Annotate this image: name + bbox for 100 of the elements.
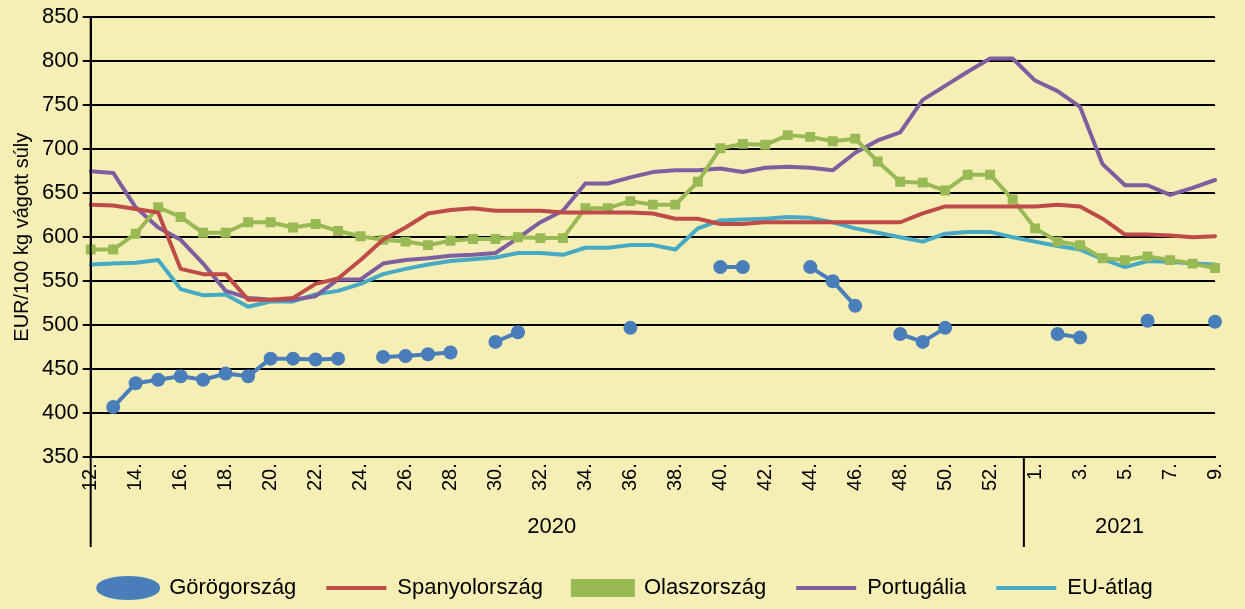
point [1073, 330, 1088, 345]
point [443, 345, 458, 360]
point [128, 376, 143, 391]
point [355, 231, 366, 242]
point [940, 185, 951, 196]
point [1120, 255, 1131, 266]
x-tick-label: 46. [842, 463, 865, 492]
x-tick-label: 44. [797, 463, 820, 492]
point [715, 143, 726, 154]
point [1187, 258, 1198, 269]
legend-label: EU-átlag [1067, 574, 1153, 600]
legend-label: Spanyolország [397, 574, 543, 600]
x-tick-label: 16. [168, 463, 191, 492]
point [557, 233, 568, 244]
x-tick-label: 40. [707, 463, 730, 492]
legend-label: Görögország [169, 574, 297, 600]
x-tick-label: 20. [258, 463, 281, 492]
point [872, 156, 883, 167]
y-axis-title: EUR/100 kg vágott súly [9, 132, 32, 342]
point [1142, 251, 1153, 262]
point [895, 176, 906, 187]
point [263, 351, 278, 366]
x-tick-label: 12. [78, 463, 101, 492]
point [490, 234, 501, 244]
x-tick-label: 36. [617, 463, 640, 492]
point [535, 233, 546, 244]
point [848, 298, 863, 313]
point [1052, 236, 1063, 247]
point [220, 227, 231, 238]
x-tick-label: 3. [1067, 463, 1090, 480]
point [420, 347, 435, 362]
point [713, 260, 728, 275]
point [827, 136, 838, 147]
point [623, 320, 638, 335]
point [218, 366, 233, 381]
point [1050, 327, 1065, 341]
y-tick-label: 350 [41, 443, 79, 469]
y-tick-label: 600 [41, 223, 79, 249]
point [151, 372, 166, 387]
x-tick-label: 34. [572, 463, 595, 492]
point [1165, 255, 1175, 266]
y-tick-label: 550 [41, 267, 79, 293]
point [803, 260, 818, 275]
point [893, 327, 908, 341]
point [692, 176, 703, 187]
point [376, 349, 391, 364]
point [647, 199, 658, 210]
x-tick-label: 14. [123, 463, 146, 492]
point [825, 274, 840, 289]
y-tick-label: 650 [41, 179, 79, 205]
point [310, 219, 321, 229]
point [286, 351, 301, 366]
x-tick-label: 52. [977, 463, 1000, 492]
text: 2020 [527, 513, 577, 539]
point [1007, 194, 1018, 205]
point [760, 139, 771, 150]
x-tick-label: 48. [887, 463, 910, 492]
point [782, 130, 793, 141]
point [243, 217, 254, 228]
x-tick-label: 18. [213, 463, 236, 492]
x-tick-label: 22. [303, 463, 326, 492]
point [130, 228, 141, 239]
point [400, 236, 411, 247]
point [333, 226, 343, 236]
text: 2021 [1094, 513, 1144, 539]
point [398, 349, 413, 363]
point [241, 369, 256, 384]
point [175, 212, 186, 222]
legend-label: Portugália [867, 574, 967, 600]
x-tick-label: 50. [932, 463, 955, 492]
x-tick-label: 26. [393, 463, 416, 492]
point [308, 352, 323, 367]
x-tick-label: 28. [438, 463, 460, 492]
point [265, 217, 276, 228]
point [917, 177, 928, 188]
point [850, 133, 861, 144]
point [108, 244, 119, 255]
point [106, 400, 121, 415]
point [985, 169, 996, 180]
point [1208, 314, 1222, 329]
point [670, 199, 681, 210]
y-tick-label: 450 [41, 355, 79, 381]
point [938, 320, 953, 335]
point [1075, 240, 1086, 251]
y-tick-label: 500 [41, 311, 79, 337]
point [1097, 253, 1108, 264]
point [735, 260, 750, 275]
point [423, 240, 433, 251]
y-tick-label: 750 [41, 91, 79, 117]
point [915, 334, 930, 349]
point [445, 235, 456, 246]
point [196, 372, 211, 387]
legend-label: Olaszország [643, 574, 767, 600]
x-tick-label: 32. [527, 463, 550, 492]
x-tick-label: 42. [752, 463, 775, 492]
point [1210, 263, 1220, 273]
point [288, 222, 299, 233]
x-tick-label: 9. [1202, 463, 1225, 480]
x-tick-label: 38. [662, 463, 685, 492]
point [737, 138, 748, 149]
